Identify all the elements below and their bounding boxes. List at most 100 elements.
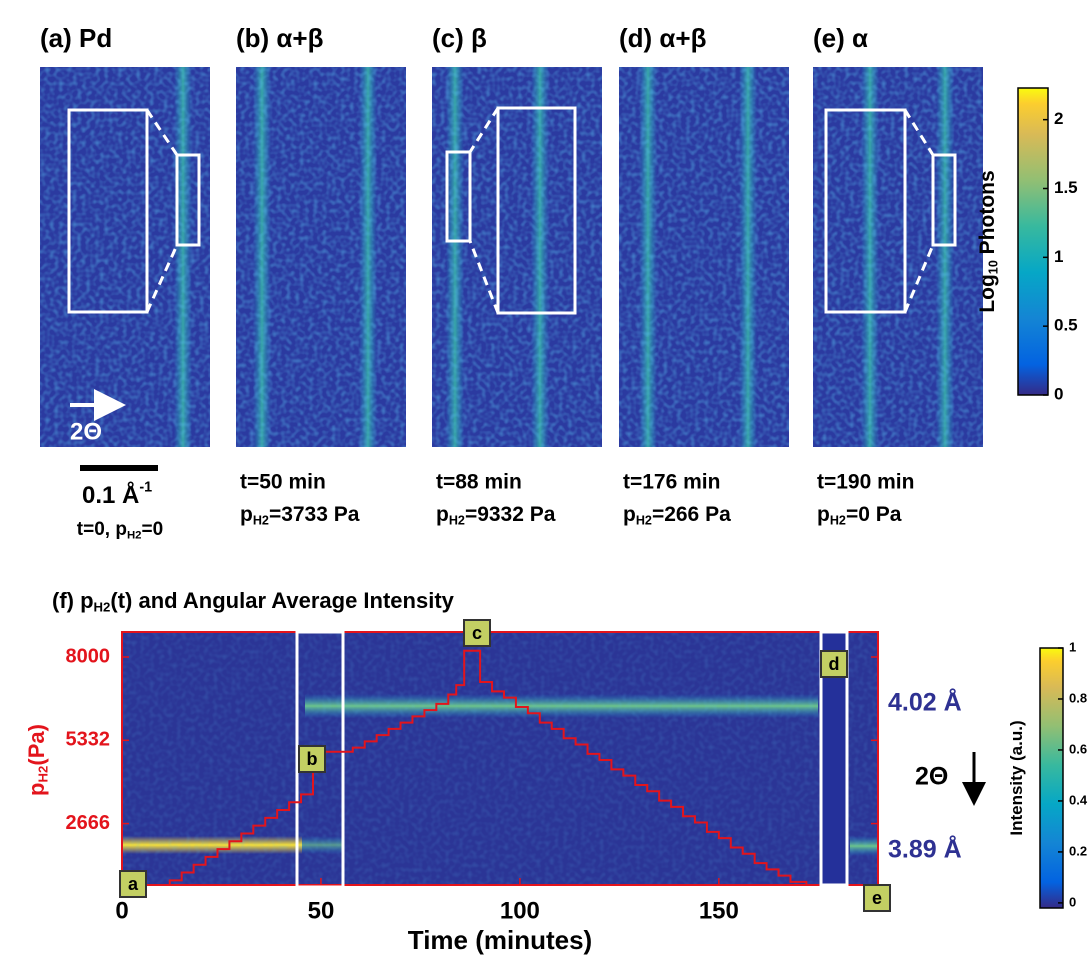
colorbar-tick-label: 2 [1054,109,1063,128]
x-axis-label: Time (minutes) [408,925,592,955]
panel-pressure-part: =3733 Pa [269,503,360,526]
detector-noise [813,67,983,447]
panel-marker-label: e [872,888,882,908]
inset-box [496,106,577,315]
y-tick-label: 5332 [66,729,111,751]
panel-pressure-part: p [240,503,253,526]
colorbar-tick-label: 0.2 [1069,843,1087,858]
inset-box [824,108,907,314]
panel-marker [463,619,491,647]
panel-marker-label: a [128,874,139,894]
panel-marker [298,745,326,773]
panel-caption: t=0, pH2=0 [77,519,163,542]
panel-marker [863,884,891,912]
panel-pressure-part: H2 [830,514,846,528]
panel-pressure-part: p [623,503,636,526]
panel-pressure: pH2=9332 Pa [436,503,556,528]
pressure-plot: (f) pH2(t) and Angular Average Intensity… [24,588,986,955]
panel-pressure-part: p [436,503,449,526]
panel-pressure: pH2=0 Pa [817,503,902,528]
panel-caption-part: H2 [127,530,142,542]
inset-source [445,150,472,243]
panel-time: t=190 min [817,471,914,494]
colorbar [1039,647,1064,909]
heatmap-noise [122,632,878,885]
panel-marker-label: b [307,749,318,769]
panel-pressure-part: p [817,503,830,526]
panel-label: (e) α [813,23,868,53]
scale-bar-label-part: -1 [139,479,152,495]
detector-noise [236,67,406,447]
panel-pressure-part: H2 [449,514,465,528]
panel-marker-label: d [829,654,840,674]
y-tick-label: 2666 [66,812,111,834]
colorbar-tick-label: 0.8 [1069,690,1087,705]
colorbar-label-part: 10 [987,260,1001,274]
chart-title: (f) pH2(t) and Angular Average Intensity [52,588,455,615]
panel-caption-part: =0 [142,519,164,540]
panel-label: (c) β [432,23,487,53]
panel-pressure-part: =0 Pa [846,503,902,526]
panel-label: (a) Pd [40,23,112,53]
direction-label: 2Θ [70,418,102,445]
panel-time: t=50 min [240,471,326,494]
region-box [295,630,345,889]
panel-pressure-part: H2 [636,514,652,528]
y-axis-label-part: H2 [36,766,51,783]
inset-connector [903,109,935,156]
plot-frame [121,631,879,886]
panel-time: t=88 min [436,471,522,494]
colorbar-tick-label: 1.5 [1054,178,1078,197]
scale-bar-label: 0.1 Å-1 [82,479,152,509]
colorbar-tick-label: 0 [1069,894,1076,909]
colorbar-label: Intensity (a.u.) [1007,720,1026,835]
inset-source [175,153,201,247]
colorbar-tick-label: 0.4 [1069,792,1088,807]
chart-title-part: H2 [94,600,111,615]
panel-label: (b) α+β [236,23,323,53]
direction-label: 2Θ [915,763,948,791]
x-tick-label: 150 [699,897,739,924]
pressure-line [122,649,808,886]
panel-marker-label: c [472,623,482,643]
inset-connector [903,244,935,313]
chart-title-part: (t) and Angular Average Intensity [110,588,454,613]
colorbar [1017,87,1049,396]
colorbar-tick-label: 0.6 [1069,741,1087,756]
colorbar-label: Log10 Photons [976,170,1001,312]
d-spacing-label: 4.02 Å [888,688,962,717]
x-tick-label: 0 [115,897,128,924]
x-tick-label: 50 [308,897,335,924]
y-axis-label-part: (Pa) [24,724,49,766]
y-tick-label: 8000 [66,645,111,667]
d-spacing-label: 3.89 Å [888,835,962,864]
y-axis-label: pH2(Pa) [24,724,51,796]
colorbar-label-part: Intensity (a.u.) [1007,720,1026,835]
panel-pressure-part: H2 [253,514,269,528]
colorbar-tick-label: 0 [1054,384,1063,403]
scale-bar-label-part: 0.1 Å [82,481,139,509]
colorbar-tick-label: 1 [1054,247,1063,266]
panel-label: (d) α+β [619,23,706,53]
panel-caption-part: t=0, p [77,519,127,540]
inset-connector [145,244,179,313]
colorbar-tick-label: 0.5 [1054,316,1078,335]
panel-pressure: pH2=266 Pa [623,503,731,528]
detector-noise [40,67,210,447]
panel-pressure-part: =9332 Pa [465,503,556,526]
chart-title-part: (f) p [52,588,94,613]
inset-source [931,153,957,247]
inset-connector [145,109,179,156]
panel-time: t=176 min [623,471,720,494]
inset-connector [468,240,500,314]
inset-connector [468,107,500,153]
panel-pressure-part: =266 Pa [652,503,731,526]
colorbar-label-part: Log [976,274,999,312]
colorbar-tick-label: 1 [1069,639,1076,654]
inset-box [67,108,149,314]
panel-pressure: pH2=3733 Pa [240,503,360,528]
detector-noise [619,67,789,447]
panel-marker [820,650,848,678]
